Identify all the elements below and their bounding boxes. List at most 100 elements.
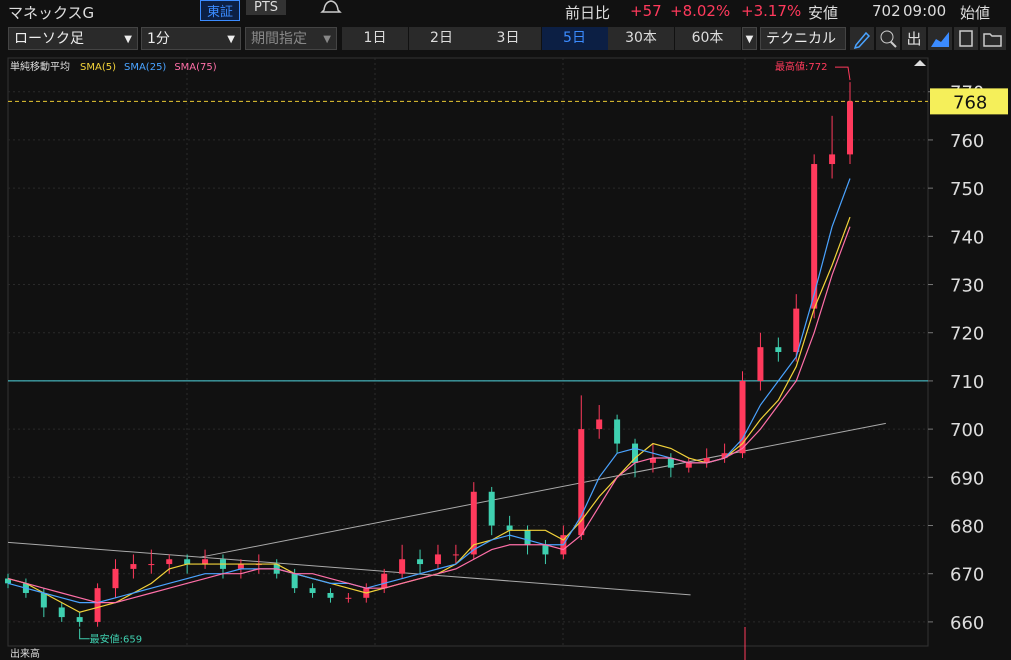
range-button[interactable]: 5日 (541, 27, 609, 50)
time: 09:00 (903, 2, 947, 20)
trendline (7, 541, 691, 596)
select-text: ローソク足 (14, 31, 84, 47)
candle-body (793, 308, 800, 352)
candle-body (829, 154, 836, 165)
y-tick-label: 730 (950, 276, 984, 297)
collapse-icon[interactable] (914, 60, 926, 66)
y-tick-label: 670 (950, 565, 984, 586)
stock-name: マネックスG (8, 4, 95, 22)
technical-button[interactable]: テクニカル (760, 27, 846, 50)
range-button[interactable]: 30本 (608, 27, 675, 50)
last-price-box (930, 88, 1008, 115)
legend-title: 単純移動平均 (10, 60, 70, 73)
candle-body (685, 462, 692, 468)
icon[interactable] (902, 27, 926, 50)
y-tick-label: 710 (950, 372, 984, 393)
icon[interactable] (980, 27, 1006, 50)
bell-icon[interactable] (320, 0, 342, 14)
candle-body (667, 458, 674, 468)
candle-body (721, 453, 728, 459)
annotation: 最安値:659 (90, 633, 142, 646)
candle-body (399, 559, 406, 574)
candle-body (112, 568, 119, 589)
change-pct: +8.02% (670, 2, 731, 20)
candle-body (309, 588, 316, 593)
candle-body (291, 573, 298, 589)
legend-entry: SMA(25) (124, 62, 166, 73)
candle-body (775, 347, 782, 352)
change-pct2: +3.17% (741, 2, 802, 20)
candle-body (488, 491, 495, 526)
interval-select[interactable]: 1分 ▼ (141, 27, 241, 50)
change: +57 (630, 2, 662, 20)
candle-body (506, 525, 513, 531)
trendline (199, 422, 886, 558)
candle-body (847, 101, 853, 155)
candle-body (40, 592, 47, 608)
open-label: 始値 (960, 4, 991, 22)
y-tick-label: 740 (950, 227, 984, 248)
range-button[interactable]: 60本 (674, 27, 742, 50)
candle-body (578, 429, 585, 536)
chart-type-select[interactable]: ローソク足 ▼ (8, 27, 138, 50)
candle-body (76, 617, 83, 622)
candle-body (345, 597, 352, 599)
candle-body (757, 347, 764, 381)
period-select[interactable]: 期間指定 ▼ (245, 27, 337, 50)
select-text: 1分 (147, 31, 170, 47)
toolbar-icons: 出 (850, 27, 1006, 50)
y-tick-label: 750 (950, 179, 984, 200)
candle-body (649, 458, 656, 463)
chart: 単純移動平均 出来高 660 670 680 690 700 710 720 730 740 75… (5, 57, 1008, 660)
candle-body (184, 559, 191, 565)
tab[interactable]: PTS (246, 0, 287, 15)
range-button[interactable]: 2日 (408, 27, 476, 50)
y-tick-label: 660 (950, 613, 984, 634)
y-tick-label: 760 (950, 131, 984, 152)
range-button[interactable]: 3日 (475, 27, 542, 50)
candle-body (596, 419, 603, 430)
candle-body (632, 443, 639, 463)
tab[interactable]: 東証 (200, 0, 241, 21)
candle-body (452, 554, 459, 556)
icon-label: 出 (906, 30, 921, 48)
candle-body (703, 458, 710, 463)
candle-body (542, 544, 549, 555)
candle-body (327, 592, 334, 598)
low: 702 (872, 2, 901, 20)
volume-label: 出来高 (10, 647, 40, 660)
candle-body (202, 559, 209, 565)
candle-body (5, 578, 11, 584)
candle-body (811, 164, 818, 309)
candle-body (434, 554, 441, 565)
candle-body (94, 588, 101, 622)
sma-line (7, 226, 851, 604)
range-button[interactable]: 1日 (342, 27, 409, 50)
candle-body (381, 573, 388, 589)
last-price-label: 768 (953, 92, 987, 113)
candle-body (470, 491, 477, 555)
candle-body (58, 607, 65, 618)
low-label: 安値 (808, 4, 839, 22)
candle-body (417, 559, 424, 565)
y-tick-label: 690 (950, 468, 984, 489)
legend-entry: SMA(5) (80, 62, 116, 73)
annotation-arrow (835, 66, 851, 81)
candle-body (739, 380, 746, 454)
legend-entry: SMA(75) (174, 62, 216, 73)
candle-body (166, 559, 173, 565)
plot-area (7, 57, 929, 647)
candle-body (130, 564, 137, 569)
candle-body (614, 419, 621, 444)
change-label: 前日比 (565, 4, 611, 22)
y-tick-label: 680 (950, 517, 984, 538)
y-tick-label: 720 (950, 324, 984, 345)
dropdown[interactable]: ▼ (742, 27, 757, 50)
select-text: 期間指定 (251, 31, 307, 47)
y-tick-label: 700 (950, 420, 984, 441)
annotation: 最高値:772 (775, 60, 827, 73)
candle-body (148, 564, 155, 566)
annotation-arrow (79, 628, 90, 640)
candle-body (524, 530, 531, 545)
